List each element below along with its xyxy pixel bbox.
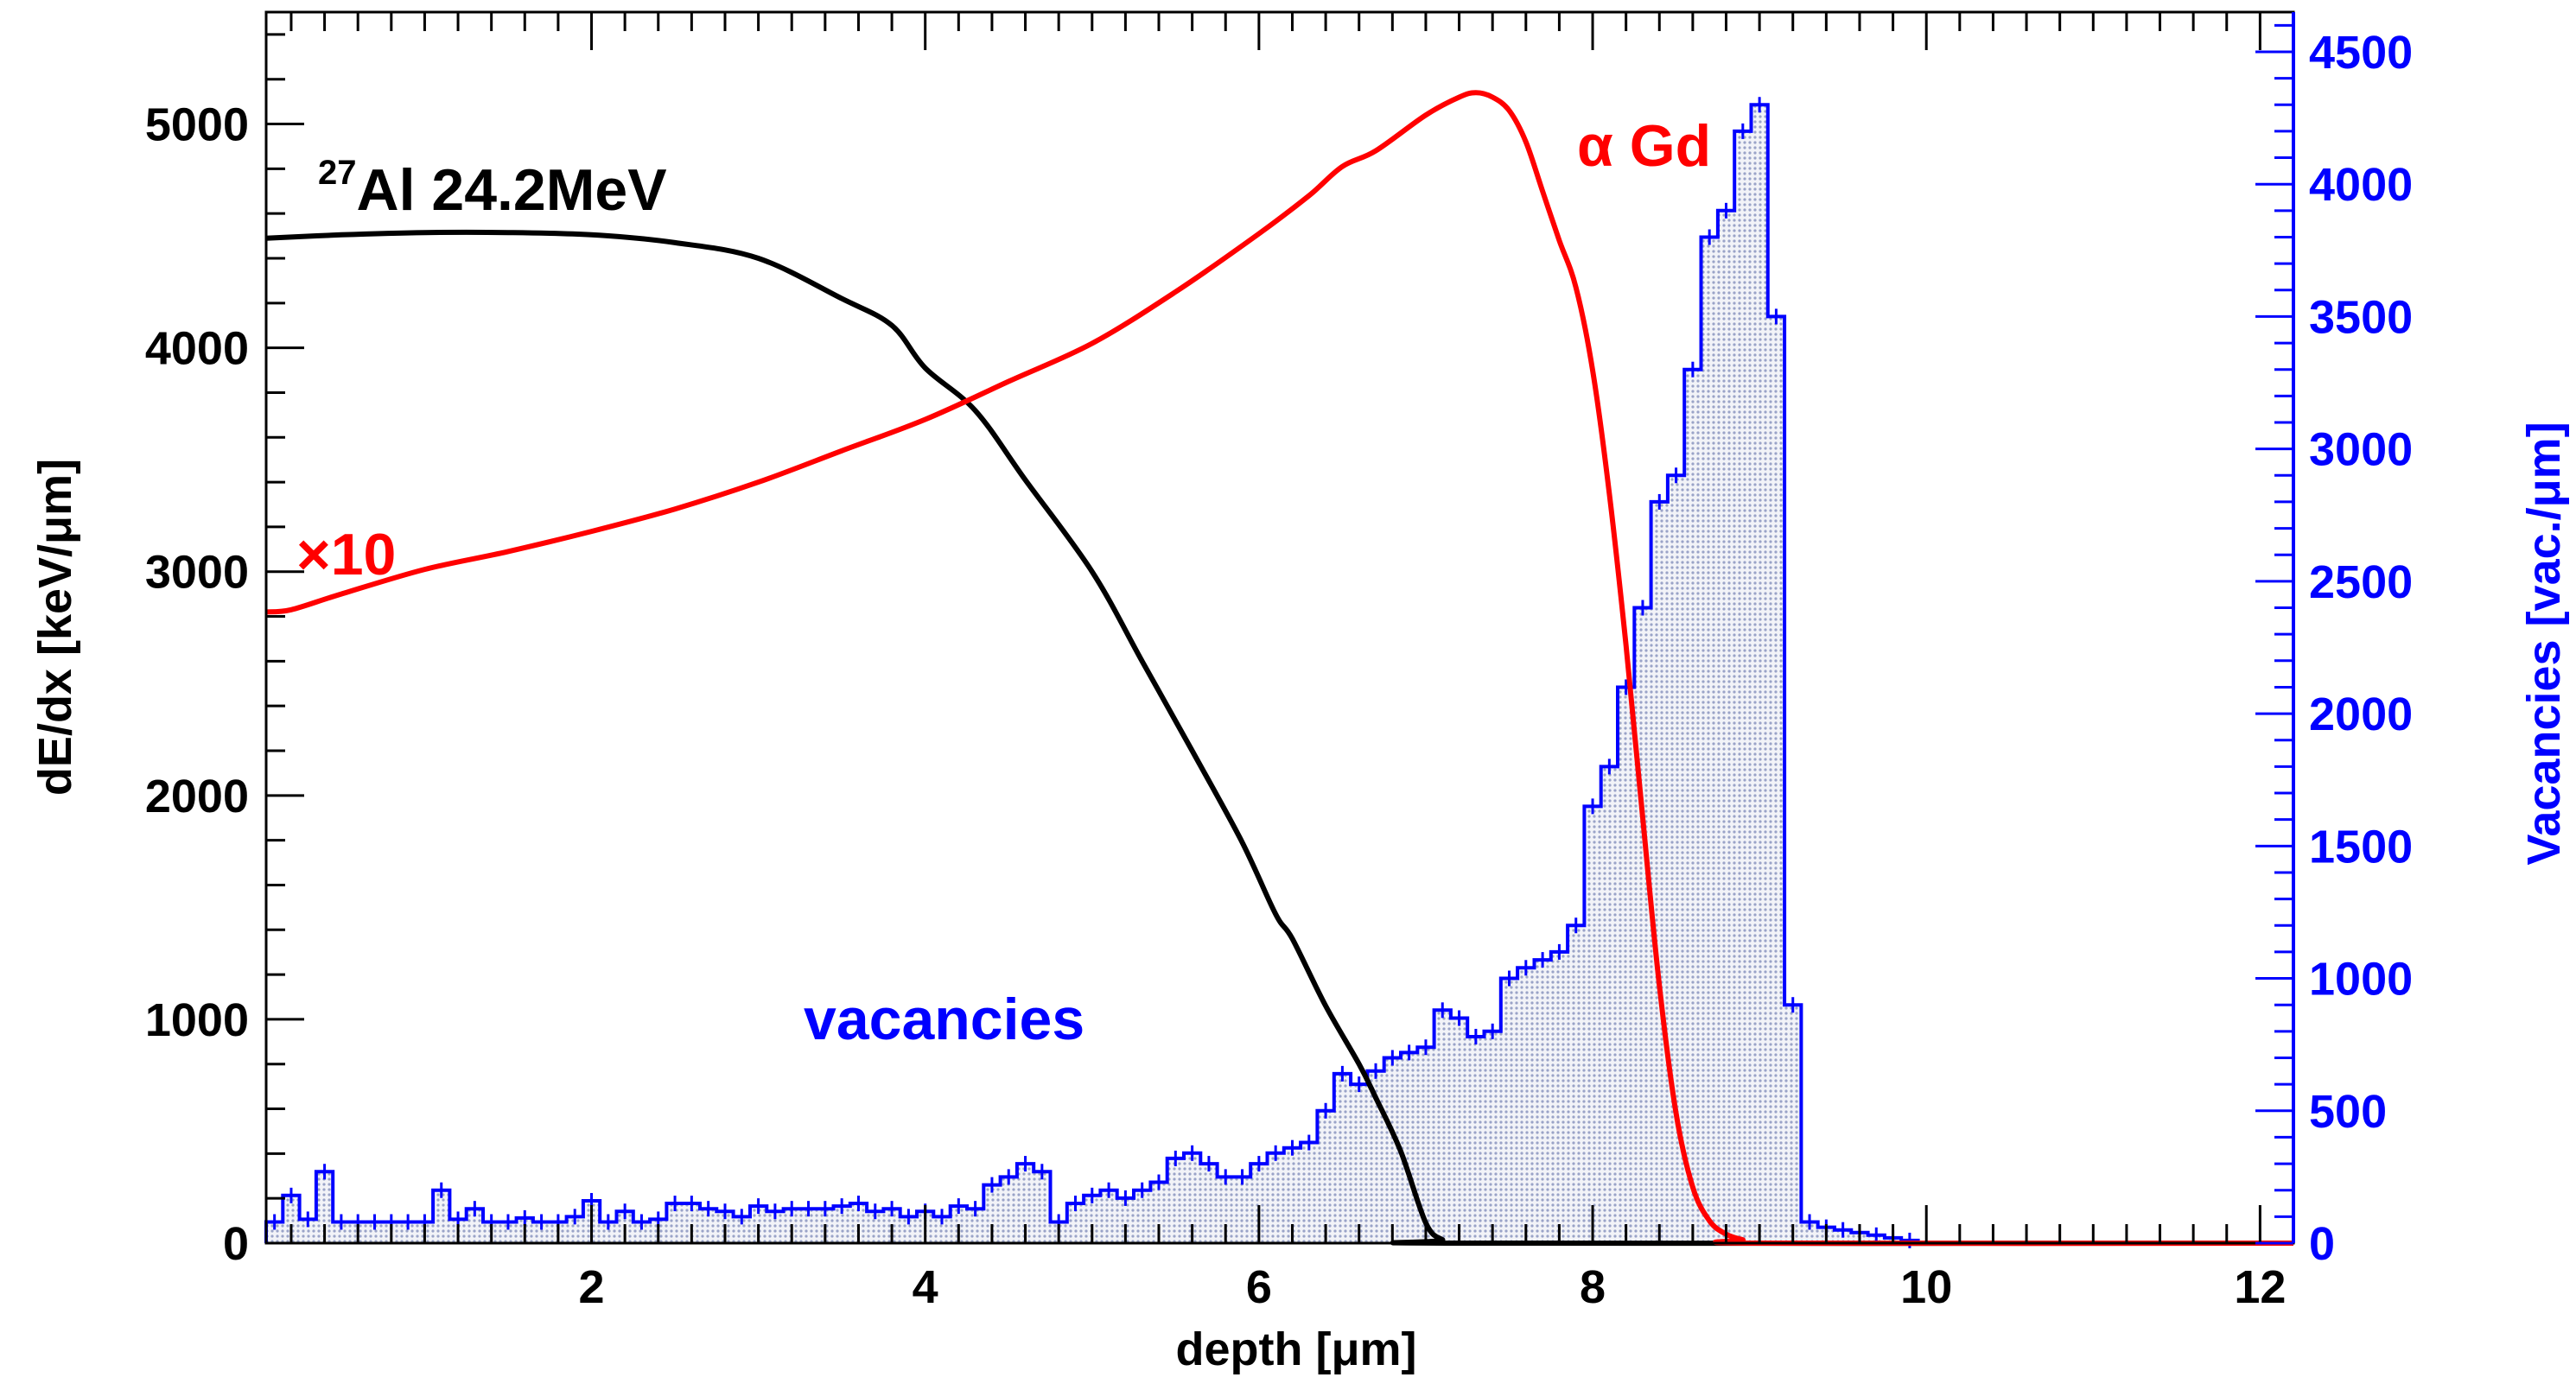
y-tick-label: 1000 [145, 994, 249, 1046]
x10-annotation: ×10 [296, 522, 396, 587]
axis-ticks [266, 12, 2293, 1245]
vacancies-annotation: vacancies [804, 987, 1084, 1052]
x-axis-title: depth [μm] [1176, 1323, 1417, 1375]
al-annotation-sup: 27 [318, 154, 357, 192]
x-tick-label: 2 [578, 1261, 604, 1313]
y-tick-label: 3000 [145, 547, 249, 599]
y2-tick-label: 2500 [2309, 556, 2413, 608]
x-tick-label: 12 [2234, 1261, 2286, 1313]
alpha-line [265, 90, 2294, 1247]
y2-tick-label: 3500 [2309, 291, 2413, 343]
y2-tick-label: 1000 [2309, 954, 2413, 1006]
y2-tick-label: 500 [2309, 1086, 2387, 1138]
x-tick-label: 4 [913, 1261, 938, 1313]
vacancies-fill [266, 105, 1918, 1243]
y-tick-label: 4000 [145, 323, 249, 375]
vacancies-outline [264, 103, 2293, 1245]
tick-labels: 2 4 6 8 10 12 0 1000 2000 3000 4000 5000 0 500 1000 150… [145, 27, 2413, 1313]
alpha-annotation: α Gd [1577, 113, 1711, 179]
y-tick-label: 2000 [145, 771, 249, 822]
line-series [265, 90, 2294, 1247]
x-tick-label: 10 [1900, 1261, 1952, 1313]
y2-tick-label: 4500 [2309, 27, 2413, 79]
y2-tick-label: 4000 [2309, 159, 2413, 211]
y2-tick-label: 0 [2309, 1218, 2335, 1270]
y-tick-label: 5000 [145, 99, 249, 151]
x-tick-label: 8 [1580, 1261, 1606, 1313]
y2-tick-label: 2000 [2309, 689, 2413, 740]
al-line [265, 229, 2294, 1247]
al-annotation: 27Al 24.2MeV [318, 154, 667, 223]
y-axis-title: dE/dx [keV/μm] [29, 459, 81, 796]
y2-axis-title: Vacancies [vac./μm] [2518, 422, 2570, 865]
y2-tick-label: 3000 [2309, 424, 2413, 476]
y2-tick-label: 1500 [2309, 821, 2413, 873]
y-tick-label: 0 [223, 1218, 249, 1270]
al-annotation-text: Al 24.2MeV [357, 157, 667, 223]
x-tick-label: 6 [1246, 1261, 1272, 1313]
